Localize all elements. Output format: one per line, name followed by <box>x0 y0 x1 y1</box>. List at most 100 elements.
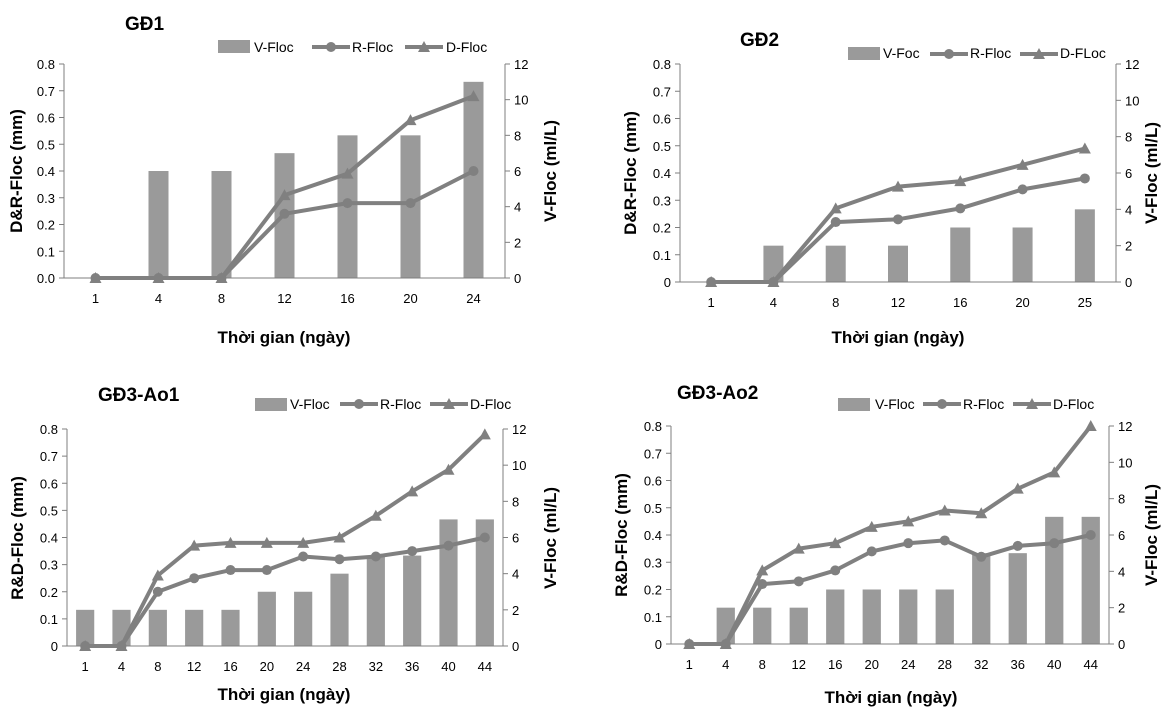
point-marker <box>152 586 163 597</box>
x-tick-label: 1 <box>686 657 693 672</box>
legend-bar-label: V-Foc <box>883 45 920 61</box>
y2-tick-label: 10 <box>514 93 528 108</box>
point-marker <box>892 180 904 192</box>
point-marker <box>478 428 491 440</box>
point-marker <box>1017 184 1028 195</box>
y2-tick-label: 4 <box>1118 564 1125 579</box>
x-tick-label: 44 <box>1084 657 1098 672</box>
legend-r-marker <box>354 399 364 409</box>
point-marker <box>467 90 480 102</box>
x-tick-label: 20 <box>1015 295 1029 310</box>
legend-bar-label: V-Floc <box>254 39 294 55</box>
legend-d-label: D-FLoc <box>1060 45 1106 61</box>
chart-title: GĐ3-Ao2 <box>677 383 758 404</box>
bar <box>294 591 313 646</box>
point-marker <box>407 546 418 557</box>
y-tick-label: 0.7 <box>40 449 58 464</box>
y-tick-label: 0.2 <box>37 218 55 233</box>
point-marker <box>404 114 417 126</box>
point-marker <box>188 539 201 551</box>
y-tick-label: 0.8 <box>40 422 58 437</box>
y2-tick-label: 8 <box>1125 130 1132 145</box>
point-marker <box>370 551 381 562</box>
bar <box>1008 553 1027 644</box>
bar <box>257 591 276 646</box>
y2-tick-label: 4 <box>512 567 519 582</box>
x-tick-label: 24 <box>466 291 480 306</box>
y2-axis-label: V-Floc (ml/L) <box>541 120 560 222</box>
y-axis-label: D&R-Floc (mm) <box>7 109 26 233</box>
bar <box>148 609 167 646</box>
bar <box>763 245 784 282</box>
y-tick-label: 0.4 <box>37 164 55 179</box>
bar <box>935 589 954 644</box>
bar <box>862 589 881 644</box>
point-marker <box>1012 540 1023 551</box>
y-tick-label: 0 <box>655 637 662 652</box>
bar <box>475 519 494 646</box>
x-tick-label: 20 <box>403 291 417 306</box>
bar <box>330 573 349 646</box>
bar <box>1074 209 1095 282</box>
x-tick-label: 20 <box>865 657 879 672</box>
point-marker <box>975 507 988 519</box>
chart-title: GĐ3-Ao1 <box>98 385 180 406</box>
y2-axis-label: V-Floc (ml/L) <box>1142 122 1161 224</box>
legend-bar-swatch <box>255 398 287 411</box>
point-marker <box>1049 538 1060 549</box>
bar <box>76 609 95 646</box>
chart-title: GĐ2 <box>740 30 779 51</box>
point-marker <box>79 640 92 651</box>
point-marker <box>1079 173 1090 184</box>
point-marker <box>903 538 914 549</box>
legend: V-Floc R-Floc D-Floc <box>838 396 1094 412</box>
point-marker <box>278 189 291 201</box>
point-marker <box>115 640 128 651</box>
bar <box>366 555 385 646</box>
x-tick-label: 4 <box>770 295 777 310</box>
chart-title: GĐ1 <box>125 14 165 35</box>
x-tick-label: 16 <box>828 657 842 672</box>
point-marker <box>1048 466 1061 478</box>
y-tick-label: 0 <box>664 275 671 290</box>
point-marker <box>955 203 966 214</box>
y-tick-label: 0.3 <box>40 558 58 573</box>
bar <box>221 609 240 646</box>
x-tick-label: 12 <box>891 295 905 310</box>
x-tick-label: 16 <box>223 659 237 674</box>
y-tick-label: 0.1 <box>653 248 671 263</box>
y2-axis-label: V-Floc (ml/L) <box>1142 484 1161 586</box>
x-tick-label: 40 <box>441 659 455 674</box>
y-axis-label: D&R-Floc (mm) <box>621 111 640 235</box>
y2-tick-label: 12 <box>1118 419 1132 434</box>
point-marker <box>767 276 780 287</box>
point-marker <box>189 573 200 584</box>
legend-r-label: R-Floc <box>963 396 1004 412</box>
point-marker <box>225 565 236 576</box>
series-line <box>85 432 487 648</box>
x-tick-label: 16 <box>953 295 967 310</box>
point-marker <box>1085 530 1096 540</box>
x-tick-label: 36 <box>405 659 419 674</box>
x-tick-label: 8 <box>759 657 766 672</box>
point-marker <box>1011 482 1024 494</box>
y2-tick-label: 0 <box>1125 275 1132 290</box>
legend-bar-swatch <box>848 47 880 60</box>
point-marker <box>829 202 842 214</box>
x-tick-label: 1 <box>92 291 99 306</box>
x-axis-label: Thời gian (ngày) <box>832 328 965 347</box>
y-tick-label: 0.8 <box>37 57 55 72</box>
series-line <box>85 535 486 648</box>
y-tick-label: 0.8 <box>653 57 671 72</box>
legend-d-marker <box>1026 398 1038 409</box>
y-tick-label: 0.1 <box>644 610 662 625</box>
y-tick-label: 0.2 <box>644 583 662 598</box>
x-tick-label: 8 <box>832 295 839 310</box>
x-tick-label: 28 <box>938 657 952 672</box>
bar <box>1081 516 1100 644</box>
y-tick-label: 0 <box>51 639 58 654</box>
y2-tick-label: 8 <box>1118 492 1125 507</box>
bar <box>211 171 232 278</box>
chart-gd3-ao2: GĐ3-Ao2 V-Floc R-Floc D-Floc 0 0.1 0.2 0.3 0… <box>612 383 1161 707</box>
legend: V-Foc R-Floc D-FLoc <box>848 45 1106 61</box>
